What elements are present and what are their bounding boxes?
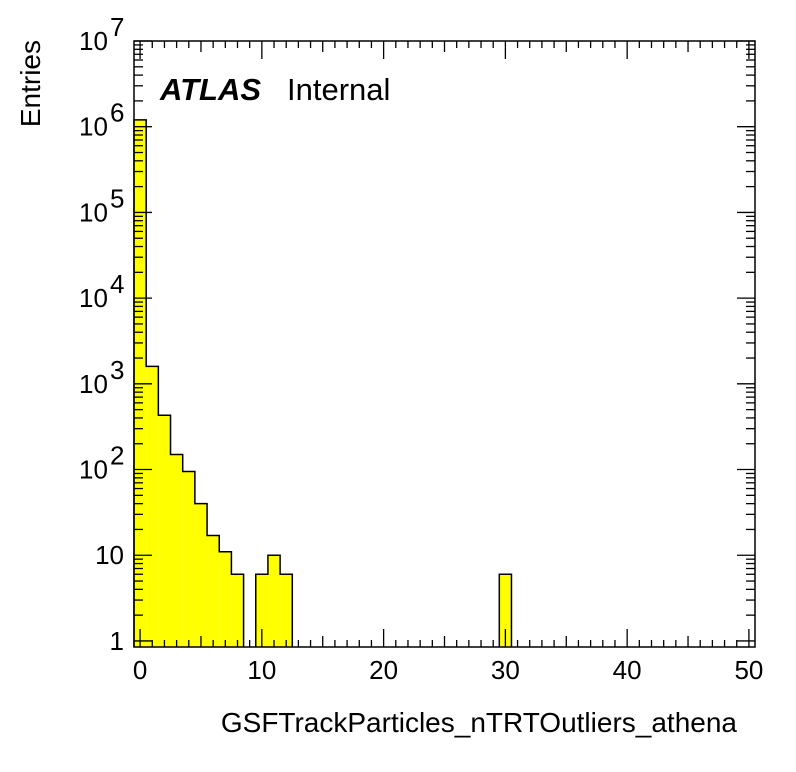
histogram-outline bbox=[133, 119, 513, 647]
x-tick-label: 30 bbox=[491, 655, 520, 685]
axis-ticks bbox=[134, 40, 755, 647]
histogram-bar bbox=[146, 366, 159, 647]
y-tick-label: 10 bbox=[95, 540, 124, 570]
x-tick-label: 10 bbox=[247, 655, 276, 685]
histogram-bar bbox=[280, 574, 293, 647]
histogram-bar bbox=[255, 574, 268, 647]
y-tick-exponent: 5 bbox=[110, 183, 124, 213]
histogram-outline-step bbox=[133, 119, 245, 647]
x-tick-label: 20 bbox=[369, 655, 398, 685]
atlas-label: ATLAS bbox=[159, 72, 261, 107]
y-tick-exponent: 7 bbox=[110, 12, 124, 42]
x-tick-label: 40 bbox=[613, 655, 642, 685]
histogram-bar bbox=[267, 555, 281, 647]
y-tick-label: 10 bbox=[79, 112, 108, 142]
y-tick-label: 10 bbox=[79, 455, 108, 485]
histogram-outline-step bbox=[255, 554, 294, 647]
y-tick-exponent: 2 bbox=[110, 441, 124, 471]
x-axis-title: GSFTrackParticles_nTRTOutliers_athena bbox=[221, 707, 738, 738]
histogram-bar bbox=[170, 454, 183, 647]
histogram-bar bbox=[499, 574, 512, 647]
y-axis-title: Entries bbox=[15, 40, 46, 127]
y-tick-label: 10 bbox=[79, 26, 108, 56]
histogram-bar bbox=[158, 415, 171, 647]
histogram-bar bbox=[182, 471, 195, 647]
atlas-status-label: Internal bbox=[287, 72, 390, 107]
y-tick-label: 10 bbox=[79, 197, 108, 227]
x-tick-label: 50 bbox=[734, 655, 763, 685]
histogram-bars bbox=[134, 119, 512, 647]
histogram-outline-step bbox=[498, 573, 513, 647]
histogram-bar bbox=[207, 535, 220, 647]
histogram-bar bbox=[231, 574, 244, 647]
x-tick-label: 0 bbox=[133, 655, 147, 685]
y-tick-label: 10 bbox=[79, 283, 108, 313]
y-tick-exponent: 6 bbox=[110, 98, 124, 128]
y-tick-exponent: 4 bbox=[110, 269, 124, 299]
histogram-bar bbox=[194, 503, 208, 647]
y-tick-label: 1 bbox=[110, 626, 124, 656]
y-tick-label: 10 bbox=[79, 369, 108, 399]
histogram-bar bbox=[219, 551, 232, 647]
y-tick-exponent: 3 bbox=[110, 355, 124, 385]
x-tick-labels: 0 10 20 30 40 50 bbox=[133, 655, 764, 685]
